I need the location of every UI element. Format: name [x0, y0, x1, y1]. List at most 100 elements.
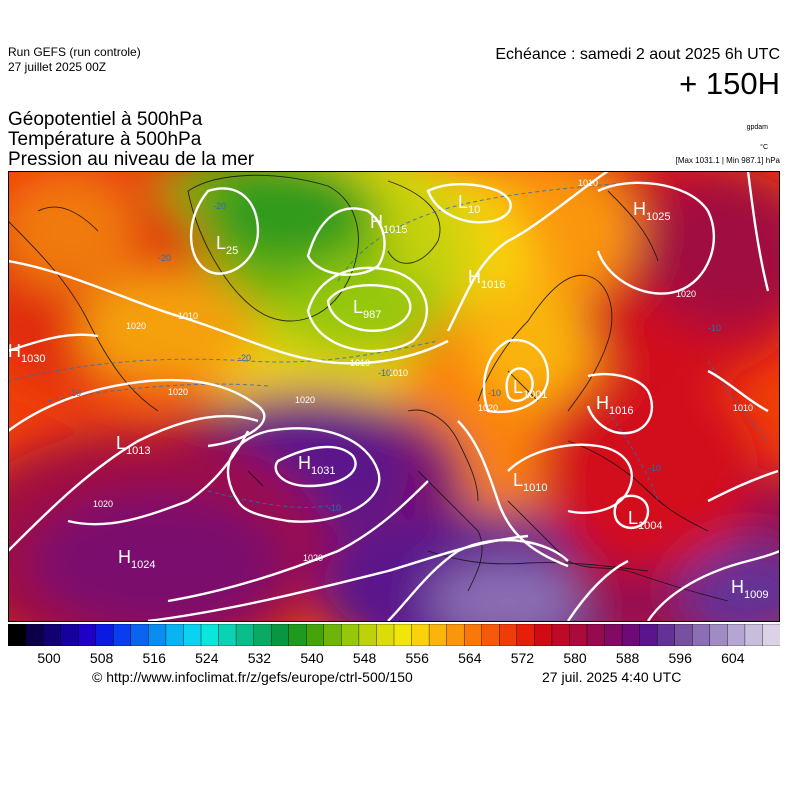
high-pressure-center: H1016	[468, 267, 505, 291]
color-scale-swatch	[130, 624, 150, 646]
color-scale-swatch	[95, 624, 114, 646]
isobar-label: 1010	[178, 311, 198, 321]
high-pressure-center: H1009	[731, 577, 768, 601]
isobars	[8, 171, 780, 622]
color-scale-swatch	[428, 624, 448, 646]
low-pressure-center: L1010	[513, 470, 548, 494]
isobar-label: 1020	[676, 289, 696, 299]
color-scale-swatch	[639, 624, 658, 646]
color-scale-swatch	[183, 624, 202, 646]
color-scale-swatch	[358, 624, 378, 646]
color-scale-swatch	[306, 624, 325, 646]
isobar-label: 1010	[578, 178, 598, 188]
low-pressure-center: L987	[353, 297, 381, 321]
isotherm-labels: -20 -20 -20 -10 -10 -10 -10 -10 -10	[68, 201, 721, 513]
isobar-labels: 1020 1020 1020 1020 1020 1010 1010 1010 1020 1010…	[93, 178, 753, 563]
color-scale-swatch	[516, 624, 536, 646]
color-scale-swatch	[446, 624, 465, 646]
isobar-label: 1020	[303, 553, 323, 563]
color-scale-swatch	[534, 624, 553, 646]
forecast-hour: + 150H	[679, 66, 780, 101]
color-scale-swatch	[411, 624, 430, 646]
pressure-centers: H1030 L1013 H1031 H1024 L10 H1015 L987 L25 H1016…	[8, 192, 768, 601]
color-scale-bar	[8, 624, 780, 646]
isotherm-label: -10	[328, 503, 341, 513]
isobar-label: 1020	[93, 499, 113, 509]
color-scale-swatch	[235, 624, 255, 646]
high-pressure-center: H1024	[118, 547, 155, 571]
isotherm-label: -10	[68, 388, 81, 398]
color-scale-swatch	[8, 624, 27, 646]
color-scale-tick: 588	[615, 650, 640, 666]
run-title: Run GEFS (run controle)	[8, 45, 141, 59]
color-scale-swatch	[200, 624, 220, 646]
color-scale-swatch	[621, 624, 641, 646]
color-scale-swatch	[323, 624, 343, 646]
color-scale-swatch	[341, 624, 360, 646]
high-pressure-center: H1016	[596, 393, 633, 417]
isotherm-label: -10	[648, 463, 661, 473]
low-pressure-center: L1004	[628, 508, 663, 532]
parameter-geopotential: Géopotentiel à 500hPa	[8, 109, 203, 130]
parameter-temperature: Température à 500hPa	[8, 129, 202, 150]
high-pressure-center: H1031	[298, 453, 335, 477]
color-scale-tick: 596	[668, 650, 692, 666]
low-pressure-center: L25	[216, 233, 238, 257]
isobar-label: 1020	[478, 403, 498, 413]
color-scale-swatch	[270, 624, 290, 646]
color-scale-tick: 508	[89, 650, 114, 666]
color-scale-tick: 604	[721, 650, 745, 666]
parameter-pressure: Pression au niveau de la mer	[8, 149, 255, 170]
weather-map: H1030 L1013 H1031 H1024 L10 H1015 L987 L25 H1016…	[8, 171, 780, 622]
color-scale-swatch	[288, 624, 307, 646]
color-scale-swatch	[148, 624, 167, 646]
low-pressure-center: L1013	[116, 433, 151, 457]
isotherm-label: -20	[158, 253, 171, 263]
low-pressure-center: L1001	[513, 377, 548, 401]
color-scale-swatch	[253, 624, 272, 646]
color-scale-swatch	[727, 624, 746, 646]
low-pressure-center: L10	[458, 192, 480, 216]
isobar-label: 1010	[350, 358, 370, 368]
map-frame	[8, 171, 780, 622]
color-scale-swatch	[762, 624, 780, 646]
isobar-label: 1010	[388, 368, 408, 378]
color-scale-swatch	[744, 624, 764, 646]
color-scale-swatch	[60, 624, 79, 646]
isobar-label: 1020	[295, 395, 315, 405]
high-pressure-center: H1030	[8, 341, 45, 365]
unit-temperature: °C	[760, 144, 768, 151]
isobar-label: 1020	[126, 321, 146, 331]
color-scale-tick: 564	[458, 650, 482, 666]
color-scale-swatch	[25, 624, 44, 646]
color-scale-swatch	[77, 624, 97, 646]
color-scale-swatch	[569, 624, 588, 646]
high-pressure-center: H1015	[370, 212, 407, 236]
unit-pressure-range: [Max 1031.1 | Min 987.1] hPa	[675, 156, 780, 165]
color-scale-tick: 532	[247, 650, 272, 666]
isotherm-label: -10	[708, 323, 721, 333]
color-scale-swatch	[481, 624, 500, 646]
generation-date: 27 juil. 2025 4:40 UTC	[542, 669, 682, 685]
isobar-label: 1020	[168, 387, 188, 397]
color-scale-swatch	[463, 624, 483, 646]
color-scale-swatch	[551, 624, 571, 646]
color-scale-tick: 540	[300, 650, 324, 666]
color-scale-swatch	[165, 624, 185, 646]
color-scale-tick: 572	[510, 650, 535, 666]
isobar-label: 1010	[733, 403, 753, 413]
color-scale-swatch	[709, 624, 729, 646]
isotherm-label: -20	[213, 201, 226, 211]
color-scale-swatch	[692, 624, 711, 646]
color-scale-swatch	[674, 624, 693, 646]
color-scale-tick: 500	[37, 650, 61, 666]
color-scale-swatch	[393, 624, 413, 646]
unit-geopotential: gpdam	[746, 124, 768, 131]
color-scale-tick: 548	[352, 650, 377, 666]
color-scale-tick: 556	[405, 650, 429, 666]
isotherm-label: -10	[378, 368, 391, 378]
source-link[interactable]: © http://www.infoclimat.fr/z/gefs/europe…	[92, 669, 413, 685]
color-scale-swatch	[42, 624, 62, 646]
run-date: 27 juillet 2025 00Z	[8, 60, 107, 74]
isotherm-label: -20	[238, 353, 251, 363]
